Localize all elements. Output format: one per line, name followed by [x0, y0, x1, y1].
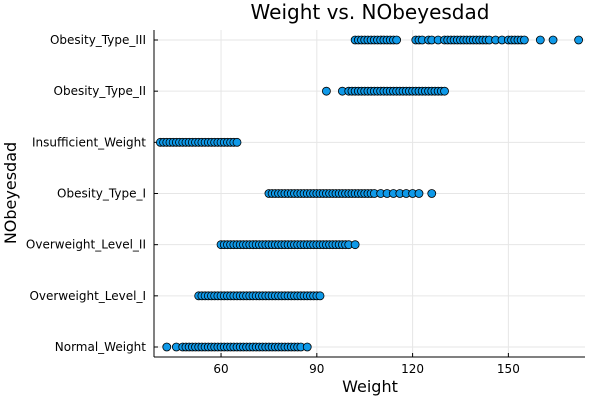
data-point: [302, 342, 312, 352]
x-tick-label: 60: [213, 362, 228, 376]
data-point: [162, 342, 172, 352]
y-ticks: Normal_Weight Overweight_Level_I Overweigh…: [26, 33, 158, 354]
data-point: [414, 189, 424, 198]
data-point: [392, 35, 402, 45]
y-tick-label: Overweight_Level_I: [29, 289, 146, 303]
y-tick-label: Insufficient_Weight: [32, 135, 146, 149]
y-axis-label: NObeyesdad: [1, 142, 20, 244]
y-tick-label: Normal_Weight: [55, 340, 147, 354]
data-point: [548, 35, 558, 45]
y-tick-label: Overweight_Level_II: [26, 238, 146, 252]
data-point: [574, 35, 584, 45]
x-tick-label: 150: [497, 362, 520, 376]
data-point: [535, 35, 545, 45]
data-point: [427, 189, 437, 198]
data-points: [155, 35, 584, 352]
chart-title: Weight vs. NObeyesdad: [251, 0, 490, 24]
x-ticks: 60 90 120 150: [213, 353, 520, 376]
y-tick-label: Obesity_Type_II: [54, 84, 146, 98]
y-tick-label: Obesity_Type_I: [57, 187, 146, 201]
data-point: [440, 86, 449, 96]
data-point: [232, 137, 242, 147]
x-axis-label: Weight: [342, 377, 398, 396]
data-point: [315, 291, 325, 301]
data-point: [321, 86, 331, 96]
data-point: [350, 240, 360, 250]
data-point: [519, 35, 529, 45]
x-tick-label: 120: [401, 362, 424, 376]
x-tick-label: 90: [309, 362, 324, 376]
y-tick-label: Obesity_Type_III: [50, 33, 146, 47]
